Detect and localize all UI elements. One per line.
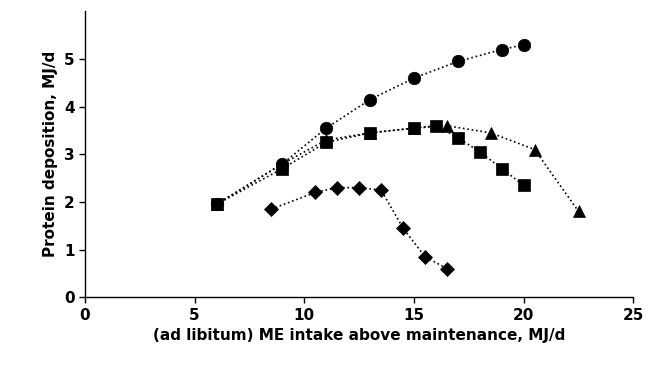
Y-axis label: Protein deposition, MJ/d: Protein deposition, MJ/d [43,51,58,258]
X-axis label: (ad libitum) ME intake above maintenance, MJ/d: (ad libitum) ME intake above maintenance… [153,328,565,343]
